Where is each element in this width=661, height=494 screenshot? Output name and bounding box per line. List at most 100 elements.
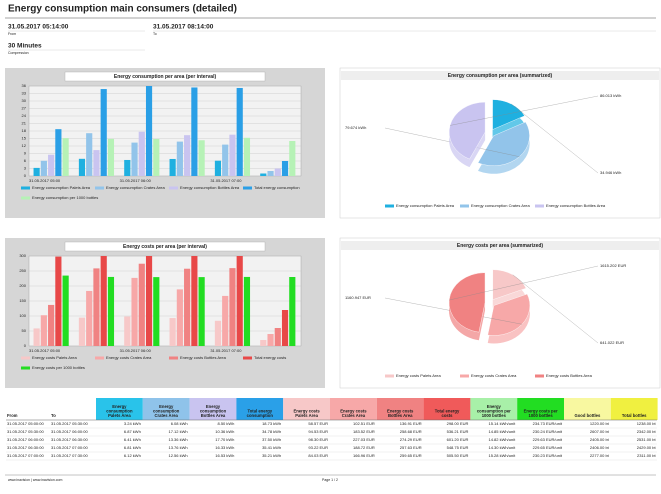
table-cell: 84.03 EUR (308, 453, 328, 458)
slice-label: 1160.947 EUR (345, 295, 371, 300)
table-cell: 93.22 EUR (308, 445, 328, 450)
pie-slice (477, 121, 530, 166)
table-cell: 2342.00 bt (637, 429, 657, 434)
compression-label: Compression (8, 51, 29, 55)
column-header: From (7, 413, 18, 418)
column-header: Good bottles (574, 413, 600, 418)
y-tick-label: 200 (19, 283, 26, 288)
y-tick-label: 0 (24, 343, 27, 348)
y-tick-label: 24 (22, 113, 27, 118)
bar (229, 134, 236, 176)
bar (214, 160, 222, 176)
table-cell: 31.05.2017 05:30:00 (7, 429, 44, 434)
table-cell: 234.73 EUR/unit (533, 421, 563, 426)
table-cell: 136.91 EUR (400, 421, 422, 426)
x-tick-label: 31.05.2017 06:00 (120, 178, 152, 183)
x-tick-label: 31.05.2017 06:00 (120, 348, 152, 353)
table-cell: 6.12 kWh (124, 453, 141, 458)
pie-slice (448, 272, 486, 333)
report-title: Energy consumption main consumers (detai… (8, 4, 237, 15)
legend-label: Energy costs Bottles Area (546, 373, 593, 378)
bar (138, 131, 145, 176)
bar (184, 268, 191, 346)
header-cell (189, 398, 237, 420)
y-tick-label: 12 (22, 143, 27, 148)
column-header: Total energy consumption (247, 409, 274, 419)
table-cell: 2405.00 bt (590, 437, 610, 442)
bar (229, 268, 236, 346)
y-tick-label: 50 (22, 328, 27, 333)
column-header: Energy consumption Palets Area (106, 404, 133, 418)
y-tick-label: 36 (22, 83, 27, 88)
y-tick-label: 18 (22, 128, 27, 133)
bar (131, 142, 138, 176)
table-cell: 15.28 kWh/unit (489, 453, 517, 458)
leader-line (449, 265, 599, 301)
x-tick-label: 31.05.2017 07:00 (210, 178, 242, 183)
bar (191, 87, 198, 176)
slice-label: 86.013 kWh (600, 93, 621, 98)
legend-label: Energy consumption Crates Area (471, 203, 530, 208)
x-tick-label: 31.05.2017 05:00 (29, 178, 61, 183)
bar (281, 161, 289, 176)
table-cell: 259.65 EUR (400, 453, 422, 458)
bar (107, 138, 115, 176)
table-cell: 10.36 kWh (215, 429, 234, 434)
table-cell: 17.70 kWh (215, 437, 234, 442)
header-cell (470, 398, 518, 420)
table-cell: 229.65 EUR/unit (533, 445, 563, 450)
legend-label: Total energy costs (254, 355, 286, 360)
y-tick-label: 21 (22, 121, 27, 126)
table-cell: 6.87 kWh (124, 429, 141, 434)
bar (274, 328, 281, 346)
table-cell: 14.30 kWh/unit (489, 445, 517, 450)
bar (86, 290, 93, 346)
y-tick-label: 30 (22, 98, 27, 103)
bar (176, 141, 183, 176)
table-cell: 37.50 kWh (262, 437, 281, 442)
table-cell: 227.03 EUR (353, 437, 375, 442)
header-cell (376, 398, 424, 420)
bar (191, 256, 198, 346)
legend-swatch (385, 374, 394, 378)
bar (169, 158, 176, 176)
table-cell: 14.82 kWh/unit (489, 437, 517, 442)
header-cell (564, 398, 611, 420)
bar (267, 171, 274, 176)
bar (93, 268, 100, 346)
legend-swatch (95, 186, 104, 190)
table-cell: 98.30 EUR (308, 437, 328, 442)
bar (62, 275, 69, 346)
table-cell: 1238.00 bt (637, 421, 657, 426)
table-cell: 31.05.2017 05:00:00 (7, 421, 44, 426)
from-label: From (8, 32, 16, 36)
compression-value: 30 Minutes (8, 43, 42, 50)
bar (124, 159, 131, 176)
legend-label: Energy costs Palets Area (32, 355, 77, 360)
legend-label: Energy consumption Palets Area (396, 203, 455, 208)
header-cell (142, 398, 190, 420)
table-cell: 13.76 kWh (168, 445, 187, 450)
to-value: 31.05.2017 08:14:00 (153, 24, 214, 31)
legend-swatch (21, 366, 30, 370)
table-cell: 1220.00 bt (590, 421, 610, 426)
table-cell: 3.24 kWh (124, 421, 141, 426)
table-cell: 34.78 kWh (262, 429, 281, 434)
table-cell: 31.05.2017 05:30:00 (51, 421, 88, 426)
chart-title: Energy costs per area (per interval) (123, 244, 207, 250)
table-cell: 35.21 kWh (262, 453, 281, 458)
legend-swatch (243, 356, 252, 360)
bar (131, 277, 138, 346)
to-label: To (153, 32, 157, 36)
bar (198, 277, 205, 346)
table-cell: 31.05.2017 06:30:00 (51, 437, 88, 442)
y-tick-label: 27 (22, 106, 27, 111)
bar (222, 144, 229, 176)
footer-page: Page 1 / 2 (322, 478, 338, 482)
column-header: Total bottles (622, 413, 647, 418)
header-cell (610, 398, 658, 420)
bar (40, 160, 47, 176)
bar (153, 277, 160, 346)
title-box (64, 71, 266, 82)
